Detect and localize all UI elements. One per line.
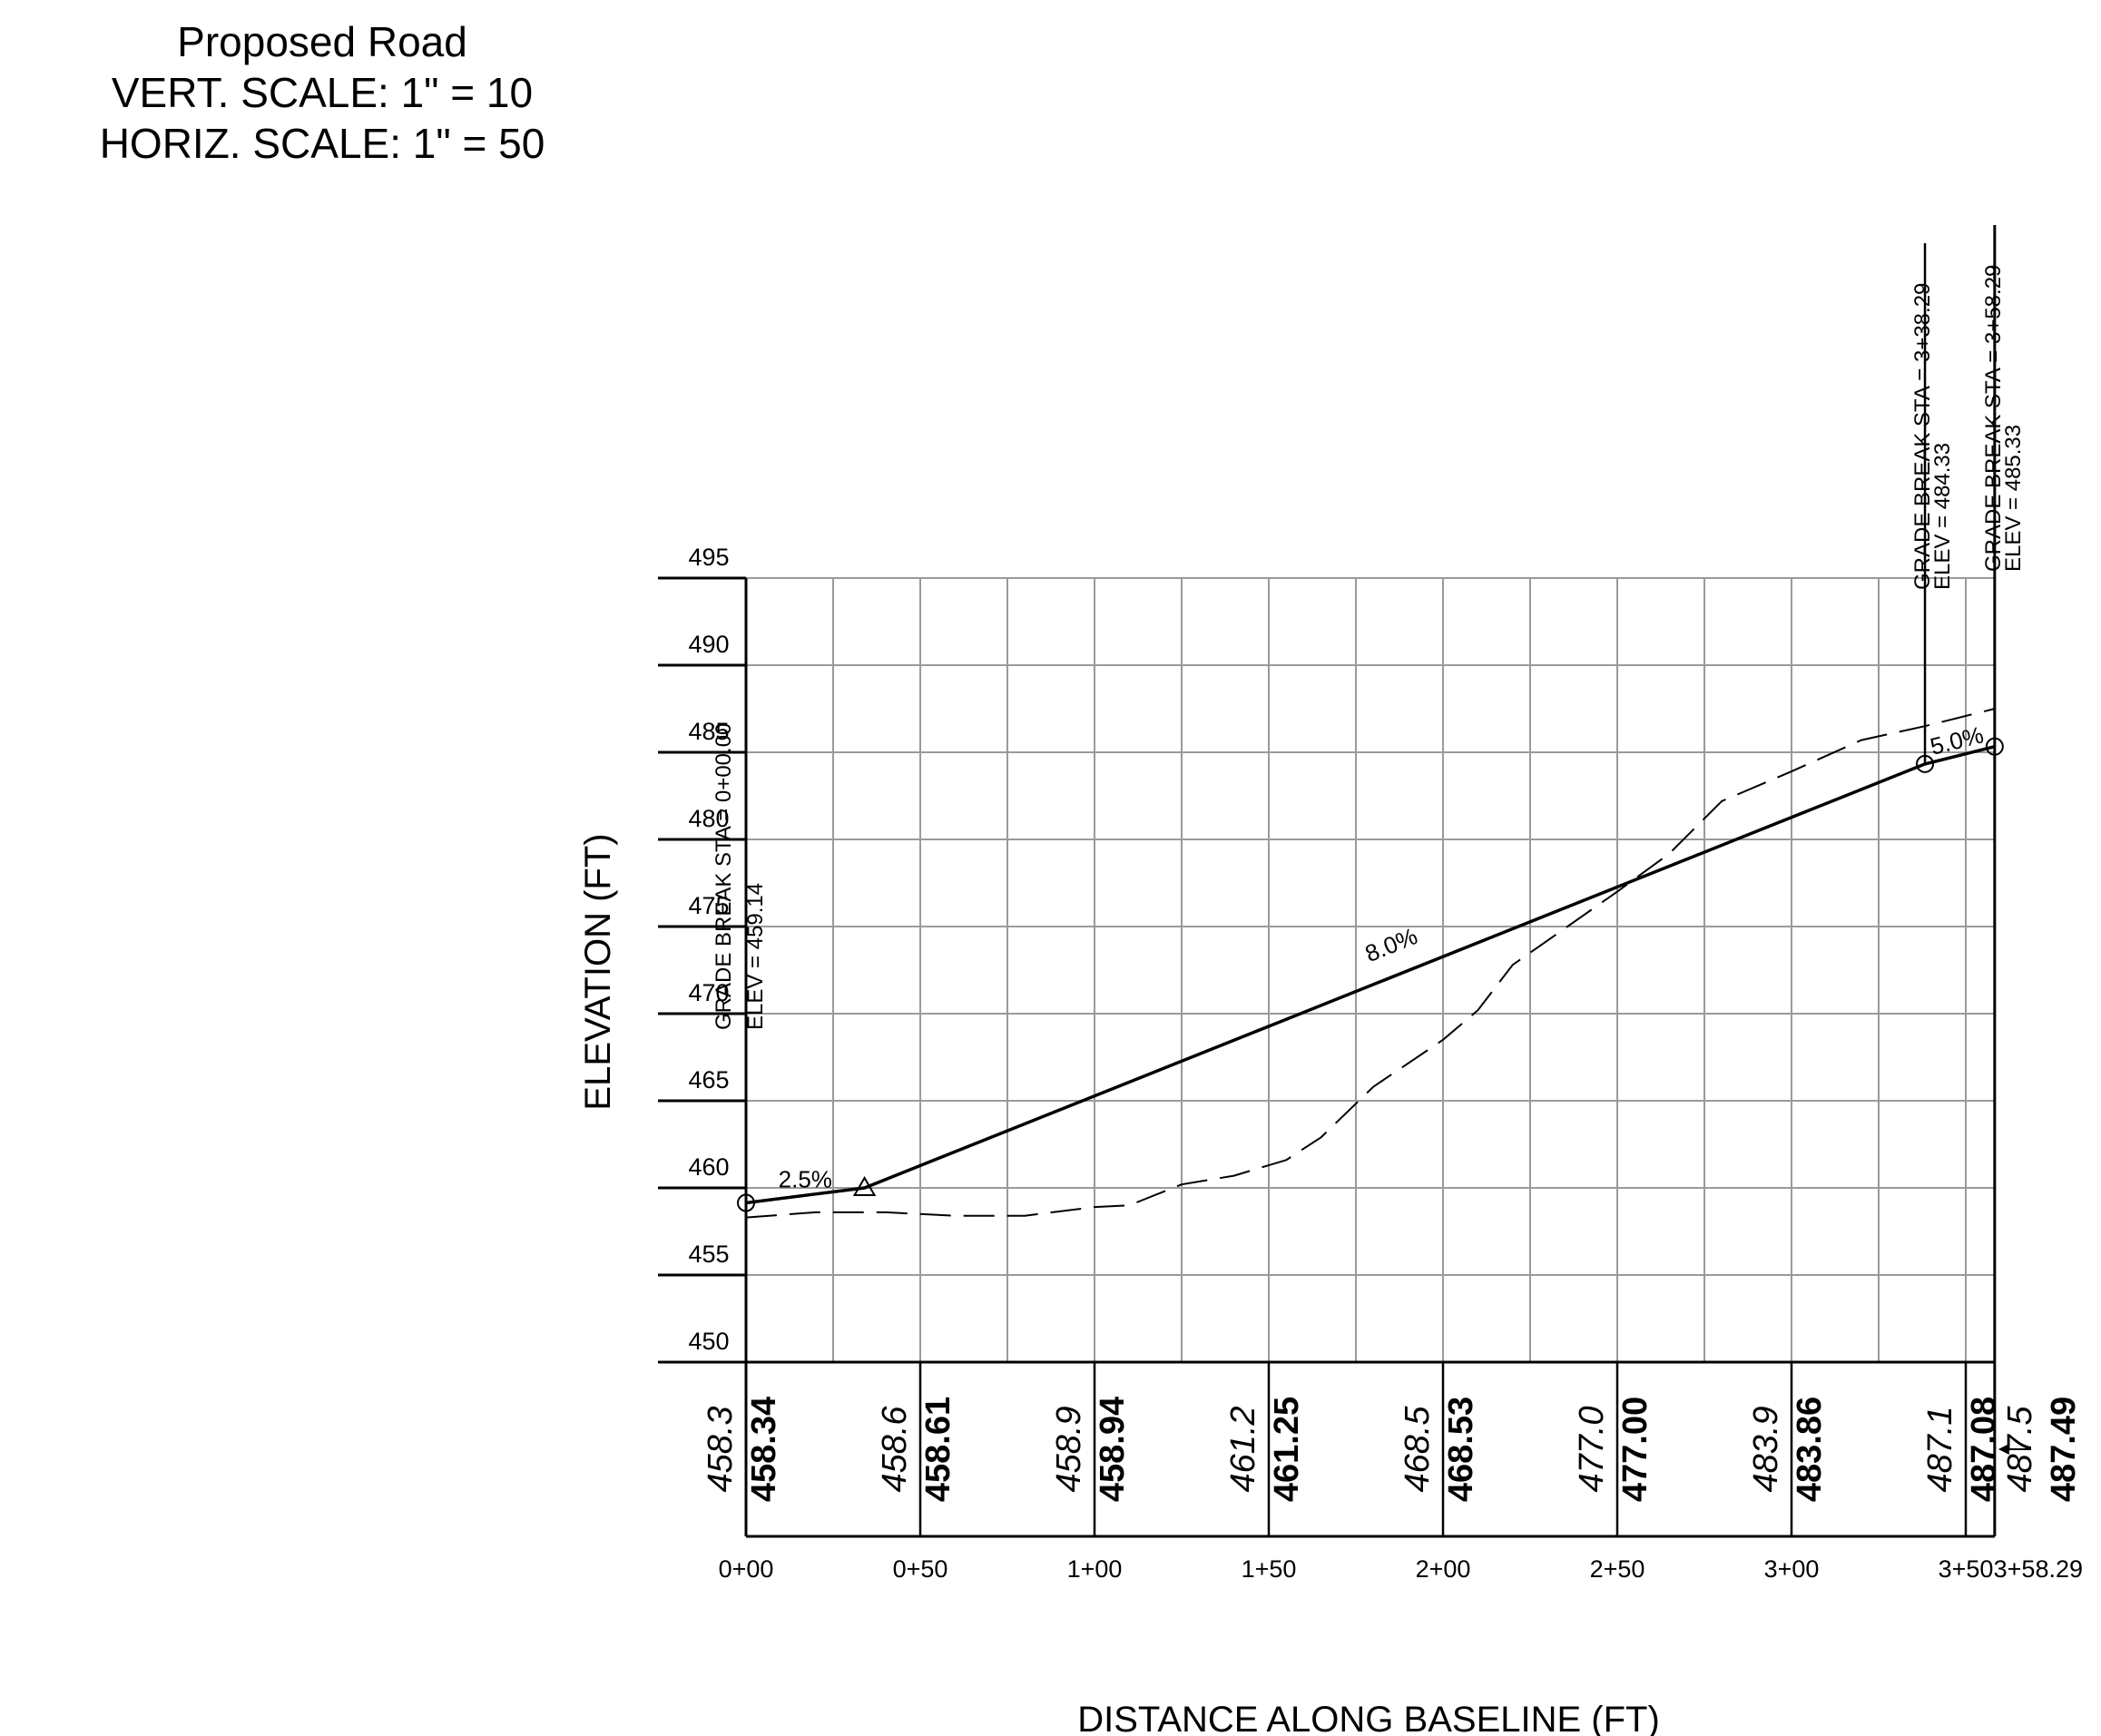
grade-percent-label: 2.5% [779, 1166, 832, 1193]
grade-percent-label: 5.0% [1928, 721, 1987, 760]
vertical-scale-note: VERT. SCALE: 1" = 10 [111, 69, 534, 116]
leader-arrow-head [1998, 1444, 2009, 1455]
existing-elevation-label: 483.9 [1747, 1406, 1785, 1492]
title-block: Proposed Road VERT. SCALE: 1" = 10 HORIZ… [0, 16, 644, 169]
grade-break-elevation-label: ELEV = 484.33 [1930, 443, 1955, 590]
grade-break-marker [737, 1193, 755, 1212]
y-tick-label: 450 [688, 1328, 729, 1355]
grade-break-elevation-label: ELEV = 459.14 [743, 883, 768, 1030]
y-tick-label: 460 [688, 1153, 729, 1181]
proposed-elevation-label: 468.53 [1442, 1397, 1480, 1502]
existing-profile-line [745, 708, 1996, 1219]
profile-series [737, 708, 2004, 1219]
existing-elevation-label: 458.6 [876, 1406, 914, 1493]
grade-percent-label: 8.0% [1361, 922, 1421, 967]
grade-break-station-label: GRADE BREAK STA = 3+38.29 [1910, 283, 1935, 590]
frame [658, 225, 1997, 1538]
elevation-band: 458.3 458.34 458.6 458.61 458.9 458.94 461.2 46… [702, 1397, 2083, 1502]
y-axis-label: ELEVATION (FT) [578, 833, 618, 1110]
horizontal-scale-note: HORIZ. SCALE: 1" = 50 [99, 120, 545, 167]
chart-title: Proposed Road [177, 18, 467, 65]
x-tick-label: 1+00 [1067, 1555, 1123, 1583]
grid [746, 577, 1995, 1363]
y-tick-label: 480 [688, 805, 729, 832]
pvi-marker [852, 1176, 877, 1196]
existing-elevation-label: 477.0 [1573, 1406, 1611, 1492]
y-tick-label: 465 [688, 1066, 729, 1094]
existing-elevation-label: 458.9 [1050, 1406, 1088, 1492]
x-tick-label: 2+00 [1416, 1555, 1471, 1583]
y-tick-label: 470 [688, 979, 729, 1006]
proposed-elevation-label: 477.00 [1616, 1397, 1654, 1502]
x-tick-label: 3+58.29 [1994, 1555, 2083, 1583]
y-tick-label: 495 [688, 544, 729, 571]
existing-elevation-label: 468.5 [1399, 1406, 1437, 1493]
existing-elevation-label: 487.1 [1921, 1406, 1959, 1492]
x-tick-label: 0+50 [893, 1555, 948, 1583]
proposed-elevation-label: 458.94 [1094, 1397, 1132, 1502]
grade-break-marker [1985, 737, 2004, 756]
x-tick-label: 2+50 [1590, 1555, 1645, 1583]
proposed-elevation-label: 458.61 [919, 1397, 957, 1502]
grade-break-station-label: GRADE BREAK STA = 3+58.29 [1981, 265, 2006, 572]
x-tick-label: 3+50 [1939, 1555, 1994, 1583]
proposed-elevation-label: 487.08 [1965, 1397, 2003, 1502]
proposed-profile-line [745, 745, 1996, 1205]
y-tick-label: 490 [688, 631, 729, 658]
existing-elevation-label: 461.2 [1224, 1406, 1262, 1492]
x-tick-label: 3+00 [1764, 1555, 1820, 1583]
tick-labels: 450 455 460 465 470 475 480 485 490 495 0+00 0+50 1+… [688, 544, 2083, 1583]
y-tick-label: 455 [688, 1241, 729, 1268]
proposed-elevation-label: 461.25 [1268, 1397, 1306, 1502]
grade-break-elevation-label: ELEV = 485.33 [2001, 425, 2026, 572]
y-tick-label: 485 [688, 718, 729, 745]
proposed-elevation-label: 458.34 [745, 1397, 783, 1502]
grade-break-marker [1916, 754, 1935, 773]
x-tick-label: 1+50 [1242, 1555, 1297, 1583]
y-tick-label: 475 [688, 892, 729, 919]
annotations: 2.5% 8.0% 5.0% GRADE BREAK STA = 0+00.00 ELE… [712, 265, 2026, 1193]
proposed-elevation-label: 487.49 [2045, 1397, 2083, 1502]
x-axis-label: DISTANCE ALONG BASELINE (FT) [1077, 1700, 1660, 1736]
grade-break-station-label: GRADE BREAK STA = 0+00.00 [712, 723, 736, 1030]
x-tick-label: 0+00 [719, 1555, 774, 1583]
existing-elevation-label: 458.3 [702, 1406, 740, 1492]
proposed-elevation-label: 483.86 [1791, 1397, 1829, 1502]
